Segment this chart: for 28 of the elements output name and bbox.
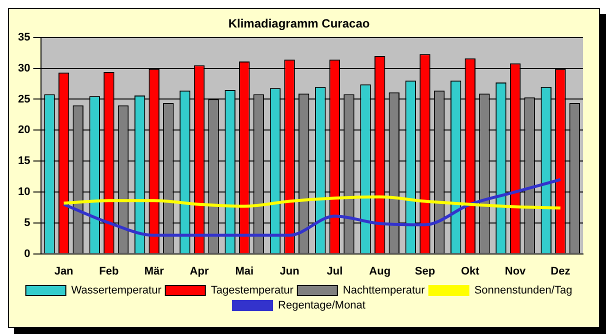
y-tick-label: 20 [18,124,30,136]
x-tick-label: Feb [99,265,120,278]
legend-label: Wassertemperatur [71,284,162,297]
y-tick-label: 0 [24,248,30,260]
x-tick-label: Dez [550,265,571,278]
x-tick-label: Mär [144,265,165,278]
x-tick-label: Okt [460,265,480,278]
legend-label: Sonnenstunden/Tag [474,284,572,297]
legend-label: Regentage/Monat [278,300,366,312]
y-tick-label: 35 [18,31,30,44]
legend-label: Nachttemperatur [342,284,426,297]
y-tick-label: 30 [18,62,30,74]
y-tick-label: 15 [18,155,30,168]
x-tick-label: Jul [326,265,343,278]
y-tick-label: 5 [24,216,30,229]
x-tick-label: Nov [504,265,527,278]
y-tick-label: 10 [18,186,30,198]
x-tick-label: Mai [235,265,254,278]
x-tick-label: Aug [369,265,391,278]
chart-title: Klimadiagramm Curacao [228,16,370,31]
x-tick-label: Sep [414,265,436,278]
x-tick-label: Jan [54,265,74,278]
x-tick-label: Apr [190,265,210,278]
y-tick-label: 25 [18,93,30,106]
line-series [62,195,562,210]
legend-label: Tagestemperatur [210,284,294,297]
x-tick-label: Jun [280,265,300,278]
line-series [62,178,562,237]
